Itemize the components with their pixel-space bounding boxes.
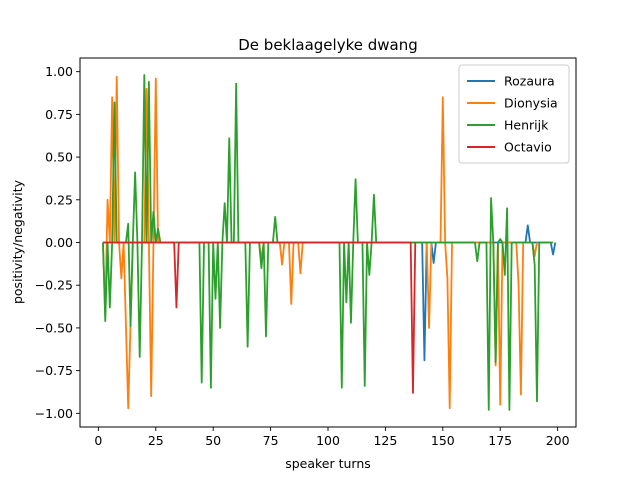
y-tick-label: −0.75: [35, 363, 73, 378]
legend-label-henrijk: Henrijk: [504, 118, 549, 133]
y-tick-label: 0.25: [45, 192, 73, 207]
x-tick-label: 50: [205, 433, 221, 448]
y-tick-label: 1.00: [45, 64, 73, 79]
y-tick-label: −1.00: [35, 406, 73, 421]
y-axis: −1.00 −0.75 −0.50 −0.25 0.00 0.25 0.50 0.75 1.00: [35, 64, 80, 421]
x-axis-label: speaker turns: [285, 456, 371, 471]
chart-title: De beklaagelyke dwang: [238, 36, 418, 54]
legend-label-octavio: Octavio: [504, 140, 552, 155]
legend: Rozaura Dionysia Henrijk Octavio: [458, 64, 570, 164]
x-tick-label: 100: [316, 433, 340, 448]
x-tick-label: 25: [148, 433, 164, 448]
legend-box: [458, 64, 570, 164]
y-axis-label: positivity/negativity: [10, 179, 25, 304]
legend-label-rozaura: Rozaura: [504, 74, 555, 89]
plot-lines: [102, 74, 557, 411]
y-tick-label: 0.75: [45, 107, 73, 122]
y-tick-label: −0.50: [35, 320, 73, 335]
x-axis: 0 25 50 75 100 125 150 175 200: [94, 427, 570, 448]
series-line-octavio: [102, 241, 417, 394]
x-tick-label: 0: [94, 433, 102, 448]
y-tick-label: 0.50: [45, 150, 73, 165]
x-tick-label: 175: [488, 433, 512, 448]
x-tick-label: 75: [263, 433, 279, 448]
y-tick-label: 0.00: [45, 235, 73, 250]
x-tick-label: 125: [373, 433, 397, 448]
y-tick-label: −0.25: [35, 278, 73, 293]
x-tick-label: 150: [431, 433, 455, 448]
legend-label-dionysia: Dionysia: [504, 96, 558, 111]
x-tick-label: 200: [546, 433, 570, 448]
